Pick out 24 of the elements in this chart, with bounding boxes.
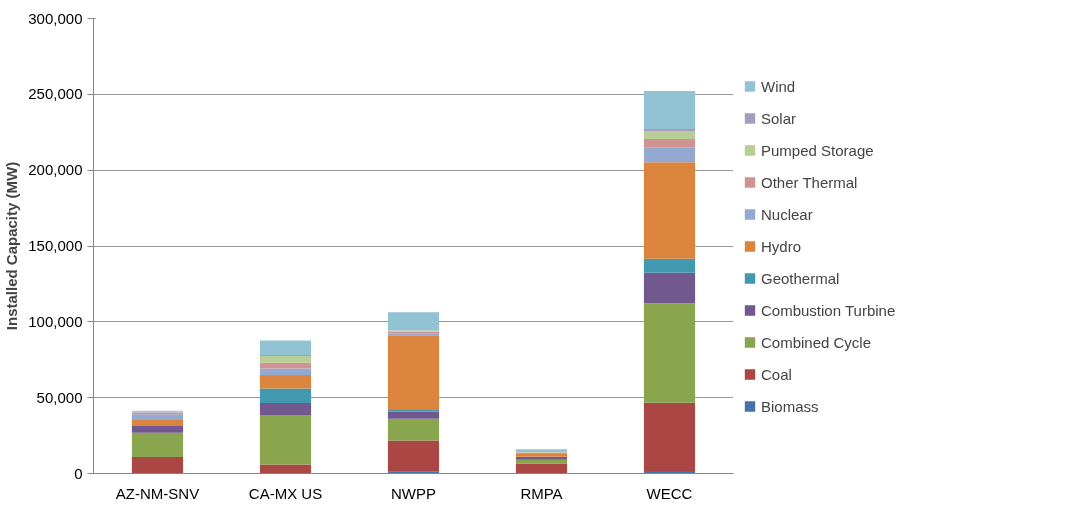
y-tick-label: 200,000 xyxy=(28,161,83,179)
y-tick-label: 50,000 xyxy=(36,388,83,406)
y-tick-label: 300,000 xyxy=(28,9,83,27)
legend-label: Pumped Storage xyxy=(761,141,874,158)
y-tick-label: 0 xyxy=(74,464,83,482)
legend-label: Other Thermal xyxy=(761,173,858,190)
y-tick-label: 100,000 xyxy=(28,312,83,330)
y-axis-title: Installed Capacity (MW) xyxy=(3,161,21,331)
legend-label: Wind xyxy=(761,77,796,94)
legend-label: Combined Cycle xyxy=(761,333,872,350)
legend-label: Coal xyxy=(761,365,792,382)
legend-label: Solar xyxy=(761,109,797,126)
x-tick-label: RMPA xyxy=(520,484,563,502)
legend-label: Biomass xyxy=(761,397,819,414)
x-tick-label: CA-MX US xyxy=(248,484,323,502)
legend-label: Nuclear xyxy=(761,205,813,222)
legend-label: Hydro xyxy=(761,237,802,254)
legend-label: Geothermal xyxy=(761,269,840,286)
y-tick-label: 150,000 xyxy=(28,237,83,254)
x-tick-label: AZ-NM-SNV xyxy=(115,484,200,502)
legend-label: Combustion Turbine xyxy=(761,301,896,318)
y-tick-label: 250,000 xyxy=(28,85,83,103)
x-tick-label: NWPP xyxy=(391,484,436,502)
x-tick-label: WECC xyxy=(646,484,693,502)
